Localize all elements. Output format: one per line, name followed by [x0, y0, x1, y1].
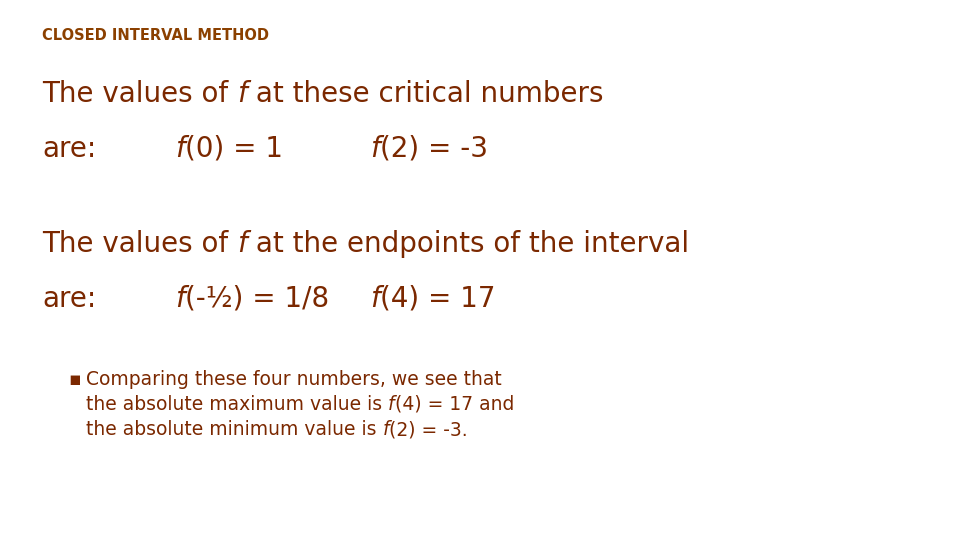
- Text: Comparing these four numbers, we see that: Comparing these four numbers, we see tha…: [86, 370, 502, 389]
- Text: f: f: [237, 230, 247, 258]
- Text: (0) = 1: (0) = 1: [184, 135, 283, 163]
- Text: ▪: ▪: [68, 370, 81, 389]
- Text: f: f: [370, 285, 380, 313]
- Text: at the endpoints of the interval: at the endpoints of the interval: [247, 230, 689, 258]
- Text: f: f: [388, 395, 395, 414]
- Text: CLOSED INTERVAL METHOD: CLOSED INTERVAL METHOD: [42, 28, 269, 43]
- Text: the absolute maximum value is: the absolute maximum value is: [86, 395, 388, 414]
- Text: f: f: [370, 135, 380, 163]
- Text: (-½) = 1/8: (-½) = 1/8: [184, 285, 329, 313]
- Text: f: f: [237, 80, 247, 108]
- Text: (4) = 17 and: (4) = 17 and: [395, 395, 515, 414]
- Text: f: f: [175, 135, 184, 163]
- Text: are:: are:: [42, 135, 96, 163]
- Text: (2) = -3.: (2) = -3.: [389, 420, 468, 439]
- Text: are:: are:: [42, 285, 96, 313]
- Text: (2) = -3: (2) = -3: [380, 135, 488, 163]
- Text: f: f: [175, 285, 184, 313]
- Text: The values of: The values of: [42, 230, 237, 258]
- Text: (4) = 17: (4) = 17: [380, 285, 495, 313]
- Text: at these critical numbers: at these critical numbers: [247, 80, 603, 108]
- Text: the absolute minimum value is: the absolute minimum value is: [86, 420, 382, 439]
- Text: The values of: The values of: [42, 80, 237, 108]
- Text: f: f: [382, 420, 389, 439]
